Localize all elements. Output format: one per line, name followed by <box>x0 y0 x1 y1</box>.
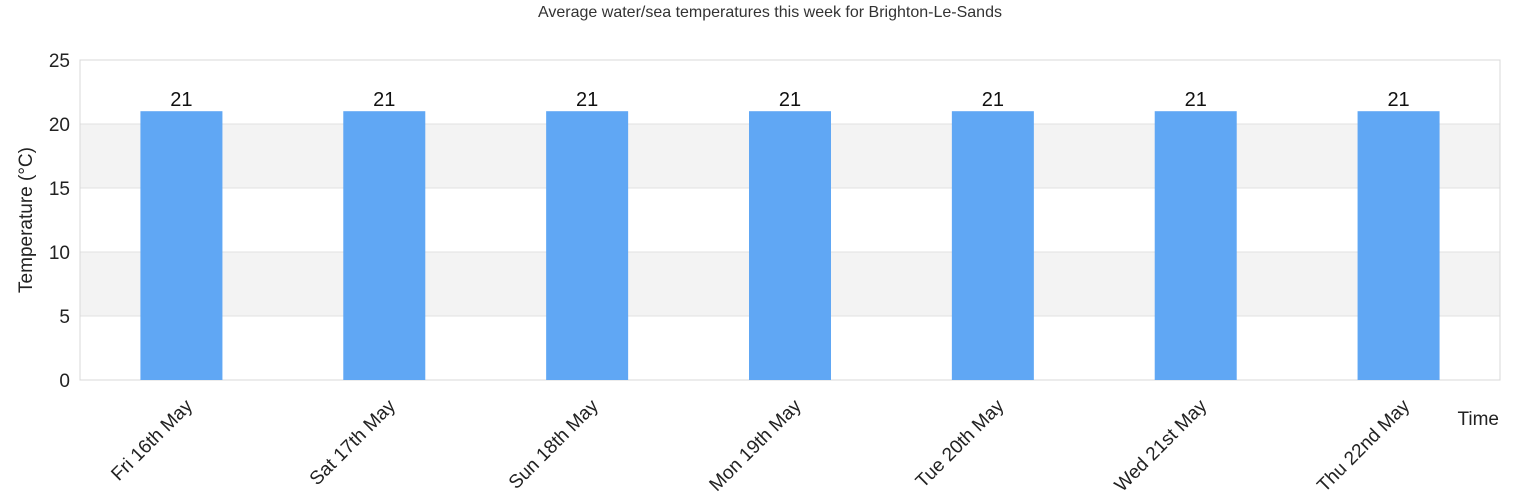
x-tick-label: Sat 17th May <box>306 395 400 489</box>
bar-data-label: 21 <box>1185 89 1207 111</box>
bar-data-label: 21 <box>170 89 192 111</box>
bar <box>343 111 426 380</box>
x-tick-label: Sun 18th May <box>505 395 603 493</box>
bar <box>1357 111 1440 380</box>
x-tick-label: Fri 16th May <box>107 395 197 485</box>
data-labels: 21 21 21 21 21 21 21 <box>170 89 1409 111</box>
y-tick-label: 0 <box>59 371 70 392</box>
y-tick-label: 10 <box>49 243 70 264</box>
y-tick-label: 5 <box>59 307 70 328</box>
bar <box>1154 111 1237 380</box>
y-axis-ticks: 0 5 10 15 20 25 <box>49 51 70 392</box>
chart-title: Average water/sea temperatures this week… <box>538 4 1002 21</box>
bar <box>749 111 831 380</box>
y-tick-label: 25 <box>49 51 70 72</box>
bar <box>546 111 629 380</box>
bar <box>140 111 223 380</box>
x-tick-label: Tue 20th May <box>912 395 1009 492</box>
bar-data-label: 21 <box>982 89 1004 111</box>
y-axis-title: Temperature (°C) <box>16 147 37 293</box>
bar-data-label: 21 <box>373 89 395 111</box>
y-tick-label: 15 <box>49 179 70 200</box>
bar-data-label: 21 <box>779 89 801 111</box>
x-tick-label: Mon 19th May <box>706 395 806 495</box>
x-axis-ticks: Fri 16th May Sat 17th May Sun 18th May Mon … <box>107 395 1414 496</box>
bar <box>951 111 1034 380</box>
x-tick-label: Wed 21st May <box>1111 395 1212 496</box>
bar-data-label: 21 <box>1387 89 1409 111</box>
bars <box>140 111 1440 380</box>
x-tick-label: Thu 22nd May <box>1313 395 1414 496</box>
y-tick-label: 20 <box>49 115 70 136</box>
bar-data-label: 21 <box>576 89 598 111</box>
x-axis-title: Time <box>1457 409 1499 430</box>
